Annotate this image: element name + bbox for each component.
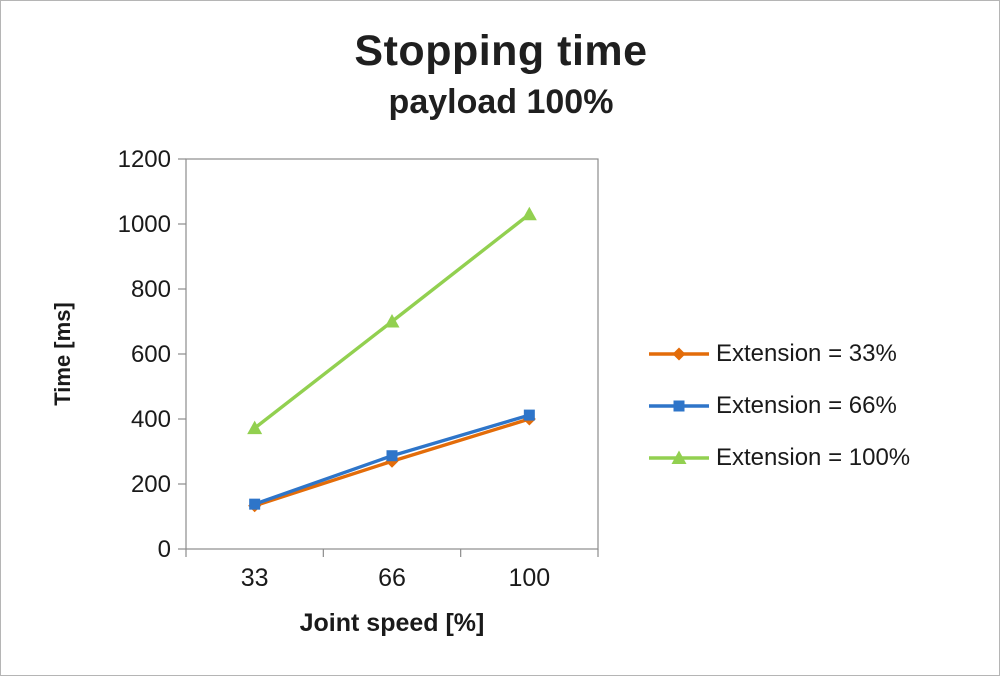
legend-swatch [649, 400, 709, 412]
y-tick-label: 0 [158, 536, 171, 563]
y-tick-label: 600 [131, 341, 171, 368]
y-tick-label: 400 [131, 406, 171, 433]
legend-item: Extension = 33% [647, 340, 910, 367]
series-marker-triangle [384, 314, 400, 328]
legend-swatch [649, 450, 709, 464]
legend-label: Extension = 66% [716, 392, 897, 419]
y-tick-label: 800 [131, 276, 171, 303]
chart-subtitle: payload 100% [388, 83, 614, 121]
legend-marker-square [673, 400, 685, 412]
series-marker-square [386, 450, 398, 462]
y-tick-label: 1200 [118, 146, 171, 173]
x-tick-label: 66 [378, 564, 406, 592]
series-marker-triangle [521, 206, 537, 221]
y-tick-label: 1000 [118, 211, 171, 238]
legend-marker-diamond [672, 347, 686, 361]
legend: Extension = 33% Extension = 66% Extension … [647, 340, 911, 471]
legend-label: Extension = 33% [716, 340, 897, 367]
x-axis-title: Joint speed [%] [299, 609, 485, 637]
series-marker-square [523, 409, 535, 421]
y-tick-label: 200 [131, 471, 171, 498]
legend-item: Extension = 100% [647, 444, 911, 471]
x-tick-label: 33 [241, 564, 269, 592]
series-marker-square [249, 498, 261, 510]
legend-swatch [649, 347, 709, 361]
legend-item: Extension = 66% [647, 392, 910, 419]
legend-marker-triangle [671, 450, 687, 464]
chart-title: Stopping time [354, 27, 648, 75]
plot-area-border [185, 158, 599, 550]
x-tick-label: 100 [508, 564, 550, 592]
y-axis-title: Time [ms] [50, 302, 75, 406]
series-marker-triangle [247, 420, 263, 435]
legend-label: Extension = 100% [716, 444, 911, 471]
